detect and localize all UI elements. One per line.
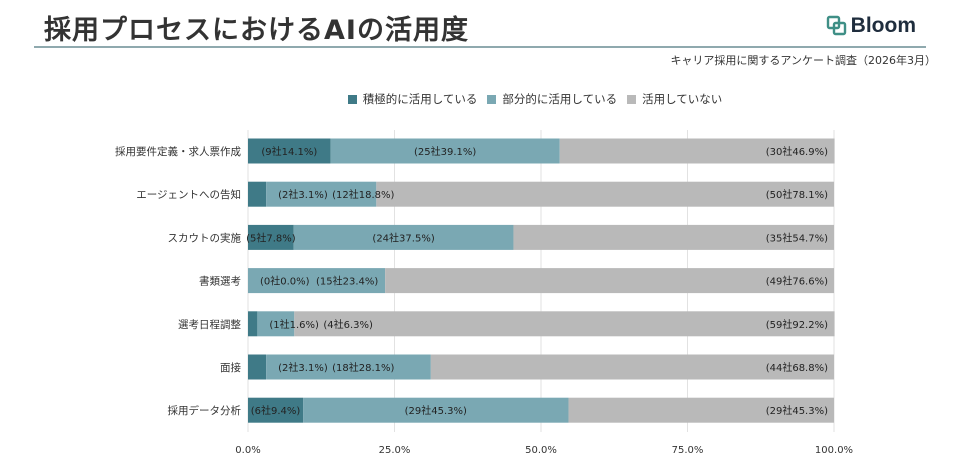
x-tick-label: 75.0% bbox=[672, 445, 704, 456]
data-label: (24社37.5%) bbox=[372, 231, 434, 244]
data-label: (15社23.4%) bbox=[316, 275, 378, 288]
legend-item-active: 積極的に活用している bbox=[347, 91, 478, 107]
data-label: (30社46.9%) bbox=[766, 145, 828, 158]
bar-segment bbox=[266, 354, 431, 380]
category-label: 選考日程調整 bbox=[178, 318, 241, 331]
brand-name: Bloom bbox=[850, 14, 916, 37]
legend-label-none: 活用していない bbox=[642, 92, 723, 106]
legend-swatch-active bbox=[347, 94, 357, 104]
legend-swatch-partial bbox=[487, 94, 497, 104]
data-label: (25社39.1%) bbox=[414, 145, 476, 158]
data-label: (2社3.1%) bbox=[278, 361, 328, 374]
data-label: (59社92.2%) bbox=[766, 318, 828, 331]
data-label: (0社0.0%) bbox=[260, 275, 310, 288]
x-tick-label: 50.0% bbox=[525, 445, 557, 456]
legend-label-partial: 部分的に活用している bbox=[502, 92, 618, 106]
x-tick-label: 0.0% bbox=[235, 445, 260, 456]
legend-item-partial: 部分的に活用している bbox=[487, 91, 617, 107]
bar-segment bbox=[303, 397, 569, 423]
x-tick-label: 25.0% bbox=[379, 445, 411, 456]
bar-segment bbox=[248, 138, 331, 164]
data-label: (49社76.6%) bbox=[766, 275, 828, 288]
survey-note: キャリア採用に関するアンケート調査（2026年3月） bbox=[670, 54, 936, 67]
data-label: (12社18.8%) bbox=[332, 188, 394, 201]
bar-segment bbox=[248, 397, 304, 423]
bar-segment bbox=[430, 354, 834, 380]
data-label: (2社3.1%) bbox=[278, 188, 328, 201]
bar-segment bbox=[266, 181, 377, 207]
data-label: (6社9.4%) bbox=[251, 404, 301, 417]
bar-segment bbox=[248, 354, 267, 380]
data-label: (1社1.6%) bbox=[269, 318, 319, 331]
data-label: (9社14.1%) bbox=[261, 145, 317, 158]
data-label: (50社78.1%) bbox=[766, 188, 828, 201]
x-tick-label: 100.0% bbox=[815, 445, 853, 456]
page-title: 採用プロセスにおけるAIの活用度 bbox=[44, 15, 469, 46]
data-label: (18社28.1%) bbox=[332, 361, 394, 374]
data-label: (29社45.3%) bbox=[405, 404, 467, 417]
bar-segment bbox=[385, 268, 834, 294]
bar-segment bbox=[248, 181, 267, 207]
bar-segment bbox=[513, 224, 834, 250]
bar-segment bbox=[248, 224, 294, 250]
bar-segment bbox=[330, 138, 560, 164]
bar-segment bbox=[257, 311, 295, 337]
data-label: (44社68.8%) bbox=[766, 361, 828, 374]
brand-logo: Bloom bbox=[826, 14, 916, 38]
category-label: 採用データ分析 bbox=[168, 404, 242, 417]
bar-segment bbox=[248, 311, 258, 337]
category-label: 書類選考 bbox=[199, 275, 241, 288]
category-label: 採用要件定義・求人票作成 bbox=[115, 145, 241, 158]
legend-swatch-none bbox=[627, 94, 637, 104]
bar-segment bbox=[248, 268, 386, 294]
bar-segment bbox=[568, 397, 834, 423]
bar-segment bbox=[294, 311, 835, 337]
category-label: エージェントへの告知 bbox=[136, 188, 241, 201]
data-label: (29社45.3%) bbox=[766, 404, 828, 417]
data-label: (4社6.3%) bbox=[323, 318, 373, 331]
bar-segment bbox=[559, 138, 835, 164]
legend-item-none: 活用していない bbox=[627, 91, 722, 107]
data-label: (35社54.7%) bbox=[766, 231, 828, 244]
legend-label-active: 積極的に活用している bbox=[362, 92, 478, 106]
bar-segment bbox=[293, 224, 514, 250]
category-label: スカウトの実施 bbox=[168, 231, 242, 244]
chart-legend: 積極的に活用している 部分的に活用している 活用していない bbox=[0, 91, 960, 107]
bloom-logo-icon bbox=[826, 15, 846, 36]
bar-segment bbox=[376, 181, 834, 207]
category-label: 面接 bbox=[220, 361, 241, 374]
title-underline bbox=[34, 46, 926, 48]
data-label: (5社7.8%) bbox=[246, 231, 296, 244]
